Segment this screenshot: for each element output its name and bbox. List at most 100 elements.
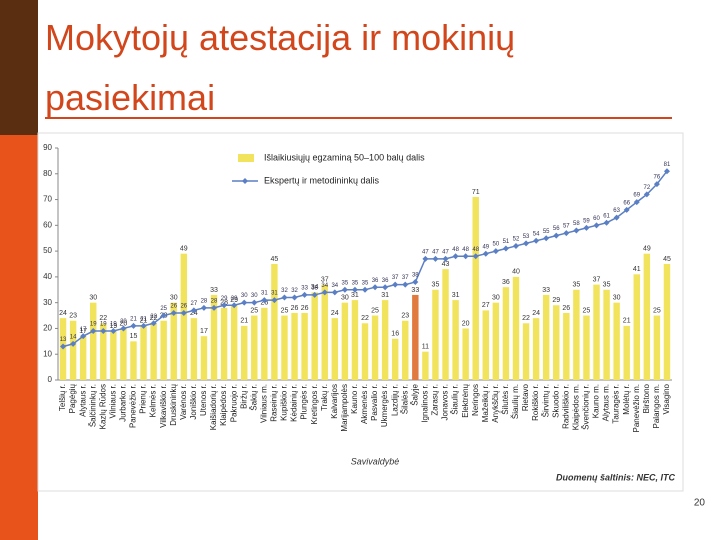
bar [110,331,117,380]
bar [130,341,137,380]
y-tick-label: 60 [43,220,52,229]
line-value-label: 28 [211,298,218,304]
bar [553,305,560,380]
x-tick-label: Šilutės r. [501,384,510,415]
bar-value-label: 25 [583,307,591,314]
x-tick-label: Akmenės r. [360,384,369,424]
line-marker [100,328,107,335]
line-marker [70,340,77,347]
bar [653,315,661,380]
bar-value-label: 35 [603,282,611,289]
bar [482,310,490,380]
x-tick-label: Kalvarijos [330,384,339,419]
line-value-label: 17 [80,327,87,333]
x-tick-label: Palangos m. [652,384,661,428]
x-tick-label: Šilalės r. [400,384,409,414]
bar-value-label: 33 [411,287,419,294]
x-tick-label: Širvintų r. [541,384,550,417]
line-marker [573,227,580,234]
bar-value-label: 31 [351,292,359,299]
line-marker [382,284,389,291]
bar [542,294,550,380]
line-value-label: 30 [251,293,258,299]
x-tick-label: Tauragės r. [612,384,621,424]
bar [613,302,620,380]
bar [573,289,580,380]
line-marker [593,222,600,229]
bar [583,315,590,380]
line-value-label: 56 [553,226,560,232]
line-marker [120,325,127,332]
bar-value-label: 33 [542,287,550,294]
y-tick-label: 80 [43,169,52,178]
line-marker [351,286,358,293]
line-value-label: 47 [422,249,429,255]
x-tick-label: Panevėžio r. [129,384,138,428]
bar [261,307,268,380]
line-marker [372,284,379,291]
line-value-label: 35 [362,280,369,286]
x-tick-label: Kauno m. [592,384,601,418]
source: Duomenų šaltinis: NEC, ITC [556,472,676,482]
x-tick-label: Ukmergės r. [380,384,389,427]
y-tick-label: 50 [43,246,52,255]
bar-value-label: 30 [170,295,178,302]
line-value-label: 52 [513,237,520,243]
x-tick-label: Kupiškio r. [280,384,289,421]
line-marker [533,237,540,244]
x-tick-label: Klaipėdos m. [571,384,580,430]
line-marker [251,299,258,306]
line-value-label: 19 [100,322,107,328]
bar [472,196,479,380]
bar-value-label: 29 [230,297,238,304]
line-marker [613,214,620,221]
bar [442,269,449,380]
bar-value-label: 17 [200,328,208,335]
bar [502,287,510,380]
line-value-label: 33 [311,286,318,292]
bar [240,325,248,380]
line-value-label: 69 [633,193,640,199]
bar [200,336,208,380]
bar [402,320,409,380]
line-value-label: 48 [462,247,469,253]
x-tick-label: Kretingos r. [310,384,319,424]
line-marker [502,245,509,252]
line-value-label: 38 [412,273,419,279]
bar-value-label: 33 [210,287,218,294]
line-marker [321,289,328,296]
line-value-label: 34 [321,283,328,289]
line-marker [623,206,630,213]
bar [593,284,600,380]
line-marker [190,307,197,314]
bar-value-label: 37 [321,276,329,283]
decor-side [0,135,38,540]
x-tick-label: Jurbarko r. [119,384,128,422]
bar [563,312,570,380]
line-value-label: 61 [603,213,610,219]
line-value-label: 50 [493,242,500,248]
bar [452,300,459,380]
bar-value-label: 26 [301,305,309,312]
bar-value-label: 22 [150,315,158,322]
bar [271,264,278,380]
x-tick-label: Anykščių r. [491,384,500,423]
bar [170,302,177,380]
bar [462,328,469,380]
bar [100,323,107,380]
line-marker [311,291,318,298]
x-tick-label: Klaipėdos r. [219,384,228,426]
bar-value-label: 30 [492,295,500,302]
x-tick-label: Vilniaus r. [108,384,117,419]
y-tick-label: 20 [43,324,52,333]
x-tick-label: Prienų r. [139,384,148,414]
line-value-label: 63 [613,208,620,214]
line-value-label: 37 [402,275,409,281]
line-marker [452,253,459,260]
bar-value-label: 24 [331,310,339,317]
line-marker [482,250,489,257]
line-marker [291,294,298,301]
bar [522,323,530,380]
bar-value-label: 49 [180,246,188,253]
bar [180,253,188,380]
